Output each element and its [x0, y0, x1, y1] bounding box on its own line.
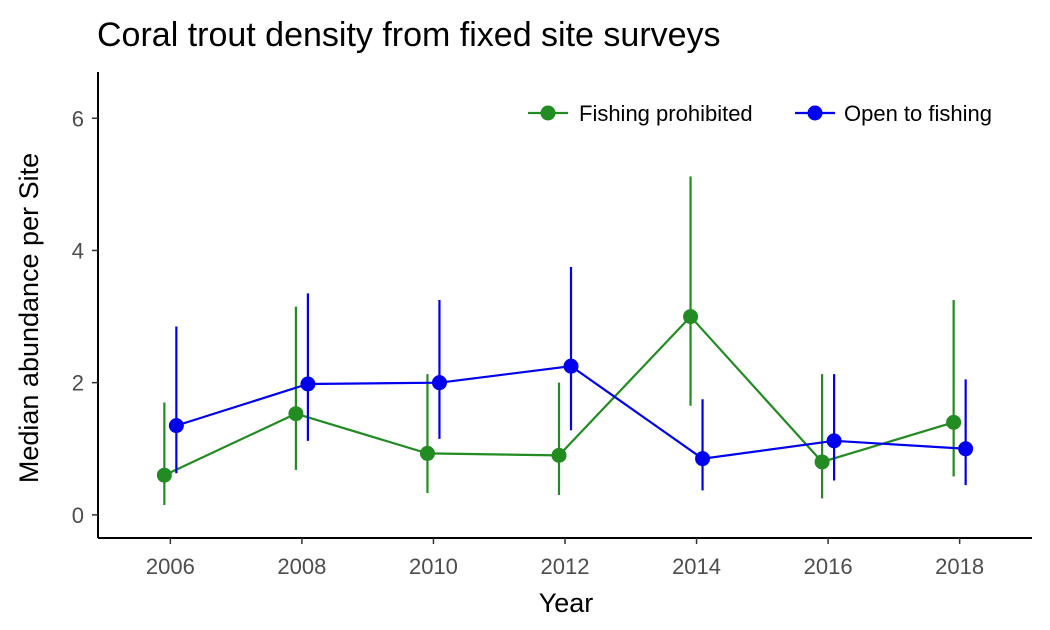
x-tick-label: 2014 [672, 554, 721, 579]
data-point [288, 406, 304, 422]
data-point [695, 451, 711, 467]
y-tick-label: 0 [72, 503, 84, 528]
x-tick-label: 2010 [409, 554, 458, 579]
data-point [431, 375, 447, 391]
data-point [551, 447, 567, 463]
x-tick-label: 2018 [935, 554, 984, 579]
plot-area [156, 176, 974, 505]
data-point [563, 358, 579, 374]
legend-key-marker [807, 105, 823, 121]
chart-title: Coral trout density from fixed site surv… [97, 16, 721, 54]
legend-label: Open to fishing [844, 101, 992, 126]
series-2 [168, 266, 974, 491]
x-tick-label: 2006 [146, 554, 195, 579]
data-point [419, 445, 435, 461]
y-tick-label: 2 [72, 371, 84, 396]
data-point [814, 454, 830, 470]
x-tick-label: 2008 [277, 554, 326, 579]
x-tick-label: 2016 [804, 554, 853, 579]
legend-item: Open to fishing [795, 101, 992, 126]
data-point [168, 418, 184, 434]
data-point [683, 309, 699, 325]
legend-item: Fishing prohibited [528, 101, 753, 126]
legend-key-marker [540, 105, 556, 121]
legend-label: Fishing prohibited [579, 101, 753, 126]
y-tick-label: 4 [72, 238, 84, 263]
y-axis-title: Median abundance per Site [14, 153, 44, 483]
data-point [300, 376, 316, 392]
data-point [946, 414, 962, 430]
legend: Fishing prohibited Open to fishing [528, 101, 992, 126]
data-point [826, 433, 842, 449]
y-tick-label: 6 [72, 106, 84, 131]
x-tick-label: 2012 [541, 554, 590, 579]
data-point [958, 441, 974, 457]
x-axis-title: Year [539, 588, 594, 618]
data-point [156, 467, 172, 483]
axes: 0 2 4 6 2006 2008 2010 2012 2014 2016 2018 [72, 72, 1032, 579]
series-1 [156, 176, 962, 505]
